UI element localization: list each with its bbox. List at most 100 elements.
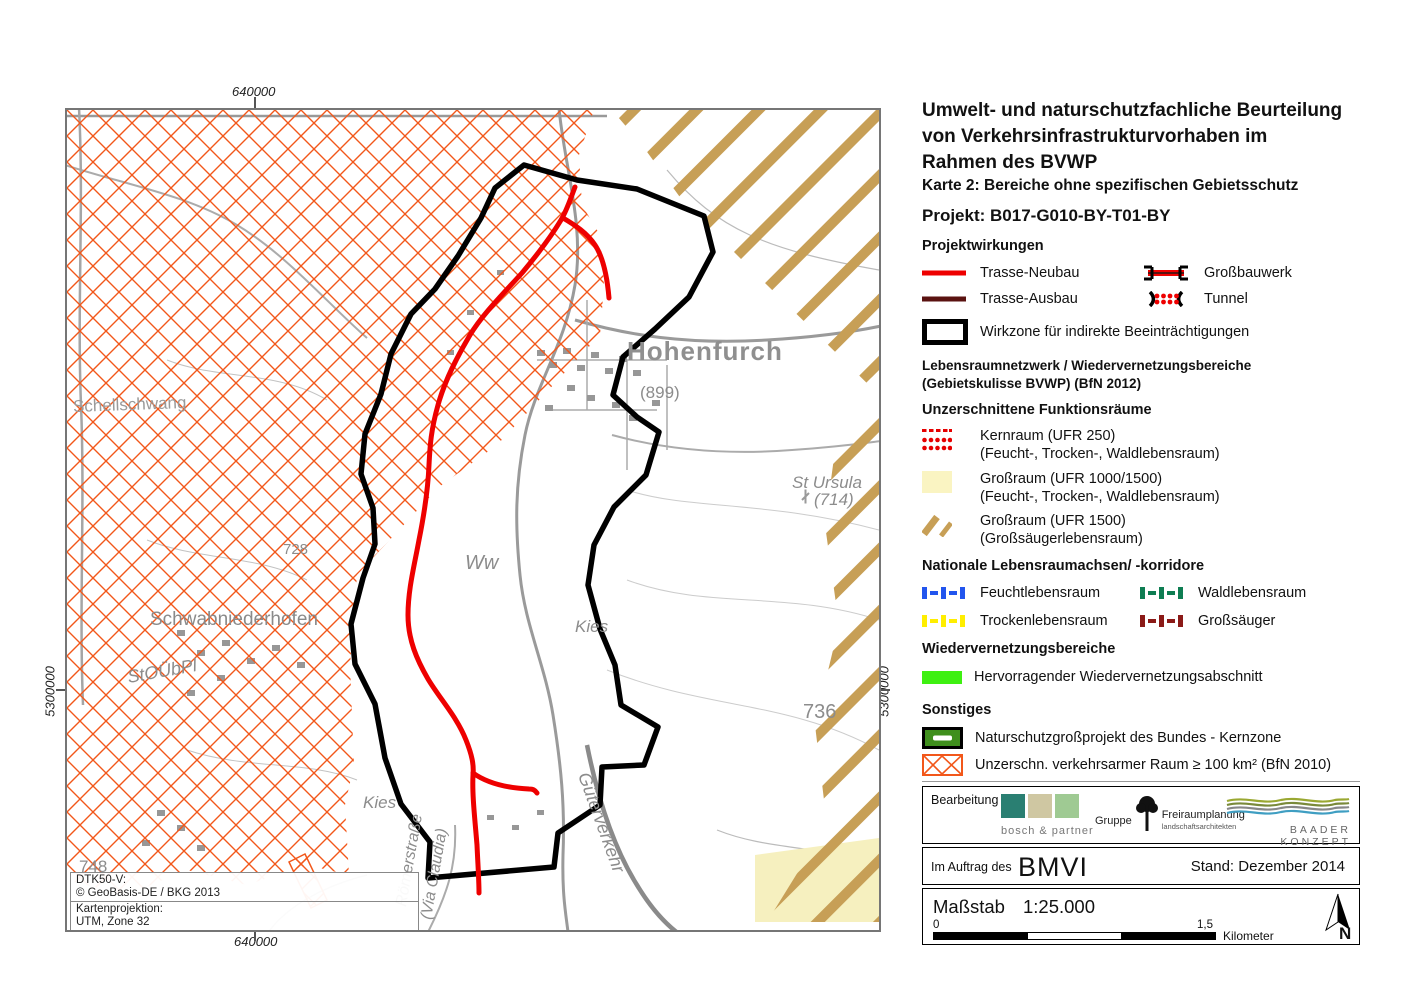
area-label-ww: Ww (465, 552, 499, 574)
legend-label: Feuchtlebensraum (980, 585, 1101, 601)
scale-zero-label: 0 (933, 919, 940, 931)
copyright-line-1: DTK50-V: (76, 874, 127, 886)
legend-row-grossbauwerk: Großbauwerk (1140, 262, 1292, 284)
verkehrsarm-swatch (922, 754, 963, 776)
scale-unit-label: Kilometer (1223, 929, 1274, 943)
grossraum-1000-line-1: Großraum (UFR 1000/1500) (980, 471, 1163, 487)
lrn-heading-line-2: (Gebietskulisse BVWP) (BfN 2012) (922, 375, 1142, 391)
waldlebensraum-swatch (1140, 586, 1186, 600)
kernraum-line-1: Kernraum (UFR 250) (980, 428, 1116, 444)
grossraum-1500-area-north (612, 110, 879, 395)
trasse-ausbau-swatch (922, 295, 968, 303)
town-label-schwabniederhofen: Schwabniederhofen (150, 609, 318, 630)
tick-top (254, 97, 256, 109)
legend-row-trasse-ausbau: Trasse-Ausbau (922, 288, 1078, 310)
north-label: N (1339, 924, 1352, 943)
verkehrsarmer-raum-area (67, 110, 604, 895)
lrn-heading-line-1: Lebensraumnetzwerk / Wiedervernetzungsbe… (922, 358, 1252, 373)
legend-label: Trasse-Ausbau (980, 291, 1078, 307)
legend-row-wirkzone: Wirkzone für indirekte Beeinträchtigunge… (922, 318, 1249, 346)
legend-label: Waldlebensraum (1198, 585, 1307, 601)
auftrag-box: Im Auftrag des BMVI Stand: Dezember 2014 (922, 847, 1360, 885)
legend-row-wiedervernetzung: Hervorragender Wiedervernetzungsabschnit… (922, 666, 1263, 688)
legend-row-grosssauger: Großsäuger (1140, 610, 1275, 632)
trasse-neubau-branch-south (470, 770, 540, 796)
bosch-partner-squares-icon (1001, 794, 1079, 818)
town-label-hohenfurch: Hohenfurch (627, 336, 783, 366)
legend-label: Kernraum (UFR 250) (Feucht-, Trocken-, W… (980, 428, 1220, 463)
legend-row-verkehrsarm: Unzerschn. verkehrsarmer Raum ≥ 100 km² … (922, 753, 1331, 777)
section-lebensraumachsen: Nationale Lebensraumachsen/ -korridore (922, 558, 1205, 574)
scale-end-label: 1,5 (1197, 919, 1213, 931)
wirkzone-outline (348, 162, 716, 881)
bearbeitung-box: Bearbeitung bosch & partner Gruppe Freir… (922, 786, 1360, 848)
tick-right (880, 689, 890, 691)
trockenlebensraum-swatch (922, 614, 968, 628)
logo-gruppe-freiraumplanung: Gruppe Freiraumplanung landschaftsarchit… (1095, 795, 1245, 833)
legend-label: Tunnel (1204, 291, 1248, 307)
elevation-label-728: 728 (283, 541, 309, 558)
section-lebensraumnetzwerk: Lebensraumnetzwerk / Wiedervernetzungsbe… (922, 357, 1251, 392)
feuchtlebensraum-swatch (922, 586, 968, 600)
elevation-label-748: 748 (79, 857, 108, 876)
massstab-value: 1:25.000 (1023, 896, 1096, 917)
massstab-box: Maßstab 1:25.000 0 1,5 Kilometer N (922, 888, 1360, 945)
kernraum-swatch (922, 429, 952, 451)
legend-label: Trasse-Neubau (980, 265, 1080, 281)
copyright-line-3: Kartenprojektion: (76, 903, 163, 915)
legend-row-tunnel: Tunnel (1140, 288, 1248, 310)
legend-label: Trockenlebensraum (980, 613, 1108, 629)
grossraum-1500-line-2: (Großsäugerlebensraum) (980, 530, 1143, 547)
area-label-kies-west: Kies (363, 793, 397, 812)
legend-row-waldlebensraum: Waldlebensraum (1140, 582, 1306, 604)
map-svg (67, 110, 879, 930)
area-label-kies-east: Kies (575, 617, 609, 636)
massstab-label: Maßstab (933, 896, 1005, 917)
logo-baader-konzept: BAADER KONZEPT (1225, 796, 1351, 848)
legend-row-trockenlebensraum: Trockenlebensraum (922, 610, 1108, 632)
elevation-label-899: (899) (640, 383, 680, 402)
legend-row-kernraum: Kernraum (UFR 250) (Feucht-, Trocken-, W… (922, 428, 1220, 463)
section-projektwirkungen: Projektwirkungen (922, 238, 1044, 254)
legend-label: Großbauwerk (1204, 265, 1292, 281)
stand-label: Stand: Dezember 2014 (1190, 858, 1345, 875)
north-arrow-icon (1325, 893, 1350, 932)
church-label-st-ursula: St Ursula (792, 473, 862, 492)
grossraum-1500-swatch (922, 514, 952, 537)
gruppe-wordmark-line: Freiraumplanung (1161, 809, 1245, 821)
legend-label: Großraum (UFR 1000/1500) (Feucht-, Trock… (980, 471, 1220, 506)
gruppe-wordmark-sub: landschaftsarchitekten (1161, 822, 1237, 831)
bosch-partner-wordmark: bosch & partner (1001, 825, 1094, 837)
grossraum-1000-swatch (922, 471, 952, 493)
section-unzerschnittene-funktionsraeume: Unzerschnittene Funktionsräume (922, 402, 1152, 418)
title-line-2: von Verkehrsinfrastrukturvorhaben im (922, 126, 1268, 147)
coordinate-label-left: 5300000 (42, 666, 58, 717)
legend-label: Großraum (UFR 1500) (Großsäugerlebensrau… (980, 513, 1143, 548)
legend-label: Naturschutzgroßprojekt des Bundes - Kern… (975, 730, 1282, 746)
gruppe-wordmark-b: Freiraumplanung landschaftsarchitekten (1162, 810, 1245, 832)
title-line-3: Rahmen des BVWP (922, 152, 1098, 173)
map-canvas: Hohenfurch (899) St Ursula (714) Schwabn… (65, 108, 881, 932)
section-wiedervernetzung: Wiedervernetzungsbereiche (922, 641, 1116, 657)
map-subtitle: Karte 2: Bereiche ohne spezifischen Gebi… (922, 177, 1299, 194)
baader-wordmark: BAADER KONZEPT (1280, 824, 1351, 848)
legend-label: Wirkzone für indirekte Beeinträchtigunge… (980, 324, 1250, 340)
tree-icon (1135, 796, 1158, 831)
coordinate-label-bottom: 640000 (234, 934, 278, 949)
legend-label: Unzerschn. verkehrsarmer Raum ≥ 100 km² … (975, 757, 1332, 773)
trasse-neubau-swatch (922, 269, 968, 277)
baader-waves-icon (1226, 797, 1350, 815)
legend-label: Großsäuger (1198, 613, 1276, 629)
scale-bar-group: 0 1,5 Kilometer (933, 919, 1274, 943)
scale-bar (933, 932, 1216, 940)
gruppe-wordmark-a: Gruppe (1095, 814, 1132, 827)
grosssauger-swatch (1140, 614, 1186, 628)
legend-row-grossraum-1500: Großraum (UFR 1500) (Großsäugerlebensrau… (922, 513, 1143, 548)
copyright-box: DTK50-V: © GeoBasis-DE / BKG 2013 Karten… (70, 872, 419, 930)
elevation-label-714: (714) (814, 490, 854, 509)
title-line-1: Umwelt- und naturschutzfachliche Beurtei… (922, 100, 1343, 121)
trasse-neubau-branch-north (560, 215, 612, 301)
wiedervernetzung-swatch (922, 670, 962, 684)
legend-panel: Umwelt- und naturschutzfachliche Beurtei… (922, 0, 1362, 993)
